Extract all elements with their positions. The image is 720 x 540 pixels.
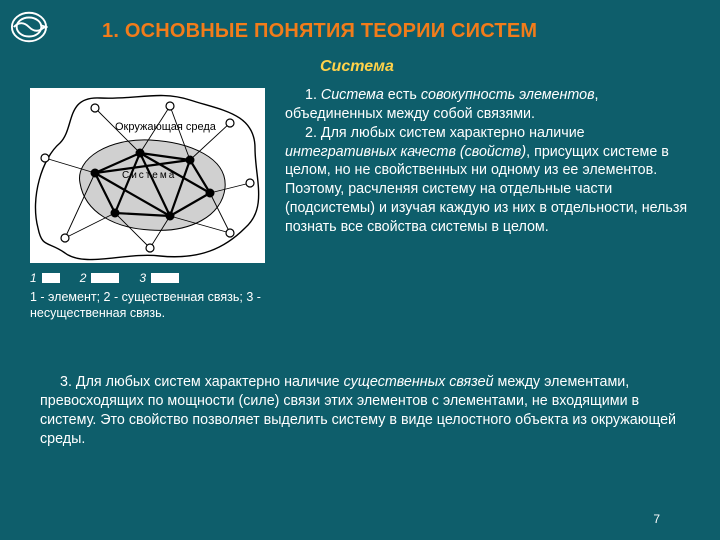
svg-text:Окружающая среда: Окружающая среда: [115, 121, 217, 133]
logo: [10, 8, 48, 46]
p1-em2: совокупность элементов: [421, 87, 595, 103]
p2-lead: 2. Для любых систем характерно наличие: [305, 125, 585, 141]
slide: 1. ОСНОВНЫЕ ПОНЯТИЯ ТЕОРИИ СИСТЕМ Систем…: [0, 0, 720, 540]
legend-item-2: 2: [80, 271, 120, 285]
body-paragraph-1-2: 1. Система есть совокупность элементов, …: [285, 86, 695, 237]
figure-caption: 1 - элемент; 2 - существенная связь; 3 -…: [30, 289, 265, 322]
section-subtitle: Система: [320, 58, 394, 76]
legend-item-1: 1: [30, 271, 60, 285]
p3-em: существенных связей: [344, 374, 494, 390]
p3-lead: 3. Для любых систем характерно наличие: [60, 374, 344, 390]
p1-em1: Система: [321, 87, 384, 103]
legend-item-3: 3: [139, 271, 179, 285]
p1-mid: есть: [384, 87, 421, 103]
system-figure: Окружающая средаСистема 1 2 3 1 - элемен…: [30, 88, 265, 322]
body-paragraph-3: 3. Для любых систем характерно наличие с…: [40, 373, 680, 448]
p2-em: интегративных качеств (свойств): [285, 144, 526, 160]
page-title: 1. ОСНОВНЫЕ ПОНЯТИЯ ТЕОРИИ СИСТЕМ: [102, 20, 662, 43]
legend-num-2: 2: [80, 271, 87, 285]
figure-legend: 1 2 3: [30, 271, 265, 285]
legend-num-3: 3: [139, 271, 146, 285]
p1-lead: 1.: [305, 87, 321, 103]
page-number: 7: [653, 512, 660, 526]
legend-num-1: 1: [30, 271, 37, 285]
